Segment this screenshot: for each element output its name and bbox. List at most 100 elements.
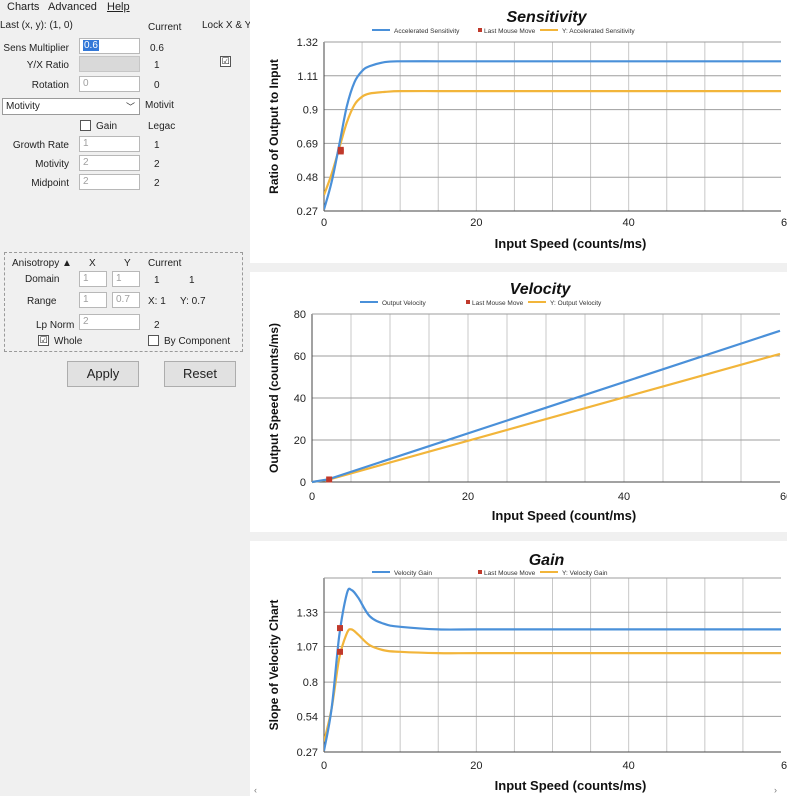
x-tick-label: 0 (321, 760, 327, 772)
y-tick-label: 1.33 (297, 607, 318, 619)
x-tick-label: 60 (780, 491, 787, 503)
midpoint-label: Midpoint (31, 178, 69, 189)
sens-multiplier-label: Sens Multiplier (3, 43, 69, 54)
menu-help[interactable]: Help (107, 1, 130, 13)
y-tick-label: 80 (294, 309, 306, 321)
y-tick-label: 0.69 (297, 138, 318, 150)
domain-y-input[interactable]: 1 (112, 271, 140, 287)
rotation-input[interactable]: 0 (79, 76, 140, 92)
menu-bar: Charts Advanced Help (0, 0, 250, 16)
lock-xy-checkbox[interactable]: ☑ (220, 56, 231, 67)
y-axis-label: Ratio of Output to Input (267, 59, 281, 194)
range-y-input[interactable]: 0.7 (112, 292, 140, 308)
anisotropy-x-header: X (89, 258, 96, 269)
lp-norm-label: Lp Norm (36, 320, 75, 331)
legend-marker-last-move (466, 300, 470, 304)
growth-rate-input[interactable]: 1 (79, 136, 140, 152)
last-mouse-move-point (337, 148, 344, 155)
y-tick-label: 0.48 (297, 172, 318, 184)
gain-chart-panel: 0.27 0.54 0.8 1.07 1.33 0 20 40 60 Gain Velocity G… (250, 541, 787, 796)
y-tick-label: 1.11 (297, 71, 318, 83)
y-tick-label: 0.9 (303, 105, 318, 117)
y-tick-label: 0 (300, 477, 306, 489)
motivity-input[interactable]: 2 (79, 155, 140, 171)
chart-title: Sensitivity (506, 9, 587, 26)
last-mouse-move-point (336, 648, 343, 655)
apply-button[interactable]: Apply (67, 361, 139, 387)
lock-xy-label: Lock X & Y (202, 20, 252, 31)
growth-rate-label: Growth Rate (12, 140, 69, 151)
legend-label: Accelerated Sensitivity (394, 28, 460, 35)
domain-x-input[interactable]: 1 (79, 271, 107, 287)
reset-button[interactable]: Reset (164, 361, 236, 387)
plot-area (312, 329, 781, 484)
menu-charts[interactable]: Charts (7, 1, 40, 13)
gain-current: Legac (148, 121, 176, 132)
x-axis-label: Input Speed (count/ms) (492, 508, 636, 523)
x-axis-label: Input Speed (counts/ms) (495, 236, 647, 251)
y-tick-label: 60 (294, 351, 306, 363)
gain-checkbox[interactable] (80, 120, 91, 131)
y-axis-label: Output Speed (counts/ms) (267, 323, 281, 473)
rotation-current: 0 (154, 80, 160, 91)
whole-checkbox[interactable]: ☑ (38, 335, 49, 346)
x-tick-label: 20 (462, 491, 474, 503)
domain-current-x: 1 (154, 275, 160, 286)
plot-area (324, 587, 781, 751)
domain-current-y: 1 (189, 275, 195, 286)
sensitivity-chart: 0.27 0.48 0.69 0.9 1.11 1.32 0 20 40 60 Sensitivit… (267, 9, 787, 251)
chevron-down-icon: ﹀ (125, 102, 135, 112)
by-component-checkbox[interactable] (148, 335, 159, 346)
legend-label: Y: Velocity Gain (562, 570, 608, 577)
legend-label: Last Mouse Move (472, 300, 524, 307)
scroll-left-icon[interactable]: ‹ (254, 785, 257, 795)
menu-advanced[interactable]: Advanced (48, 1, 97, 13)
y-tick-label: 0.8 (303, 677, 318, 689)
legend-label: Y: Accelerated Sensitivity (562, 28, 635, 35)
y-tick-label: 20 (294, 435, 306, 447)
yx-ratio-current: 1 (154, 60, 160, 71)
scroll-right-icon[interactable]: › (774, 785, 777, 795)
series-line (324, 89, 781, 196)
last-mouse-move-point (336, 625, 343, 632)
yx-ratio-input[interactable] (79, 56, 140, 72)
legend-label: Last Mouse Move (484, 570, 536, 577)
midpoint-current: 2 (154, 178, 160, 189)
accel-type-dropdown[interactable]: Motivity ﹀ (2, 98, 140, 115)
x-tick-label: 60 (781, 760, 787, 772)
anisotropy-title[interactable]: Anisotropy ▲ (12, 258, 72, 269)
plot-area (324, 60, 781, 210)
x-tick-label: 20 (470, 760, 482, 772)
x-tick-label: 0 (321, 217, 327, 229)
accel-type-current: Motivit (145, 100, 174, 111)
legend-marker-last-move (478, 570, 482, 574)
range-label: Range (27, 296, 57, 307)
domain-label: Domain (25, 274, 60, 285)
legend-label: Y: Output Velocity (550, 300, 602, 307)
x-tick-label: 20 (470, 217, 482, 229)
accel-type-value: Motivity (6, 101, 40, 112)
range-current-y: Y: 0.7 (180, 296, 206, 307)
sens-multiplier-input[interactable]: 0.6 (79, 38, 140, 54)
y-tick-label: 0.27 (297, 206, 318, 218)
motivity-label: Motivity (35, 159, 69, 170)
range-current-x: X: 1 (148, 296, 166, 307)
x-tick-label: 0 (309, 491, 315, 503)
chart-title: Velocity (510, 281, 572, 298)
y-tick-label: 1.07 (297, 642, 318, 654)
legend-label: Velocity Gain (394, 570, 432, 577)
sens-multiplier-current: 0.6 (150, 43, 164, 54)
y-tick-label: 0.27 (297, 747, 318, 759)
y-tick-label: 0.54 (297, 711, 318, 723)
growth-rate-current: 1 (154, 140, 160, 151)
anisotropy-y-header: Y (124, 258, 131, 269)
y-tick-label: 1.32 (297, 37, 318, 49)
sensitivity-chart-panel: 0.27 0.48 0.69 0.9 1.11 1.32 0 20 40 60 Sensitivit… (250, 0, 787, 263)
velocity-chart: 0 20 40 60 80 0 20 40 60 Velocity Output Velocity L… (267, 281, 787, 523)
legend-label: Last Mouse Move (484, 28, 536, 35)
last-xy-label: Last (x, y): (1, 0) (0, 20, 73, 31)
midpoint-input[interactable]: 2 (79, 174, 140, 190)
range-x-input[interactable]: 1 (79, 292, 107, 308)
legend-label: Output Velocity (382, 300, 426, 307)
lp-norm-input[interactable]: 2 (79, 314, 140, 330)
